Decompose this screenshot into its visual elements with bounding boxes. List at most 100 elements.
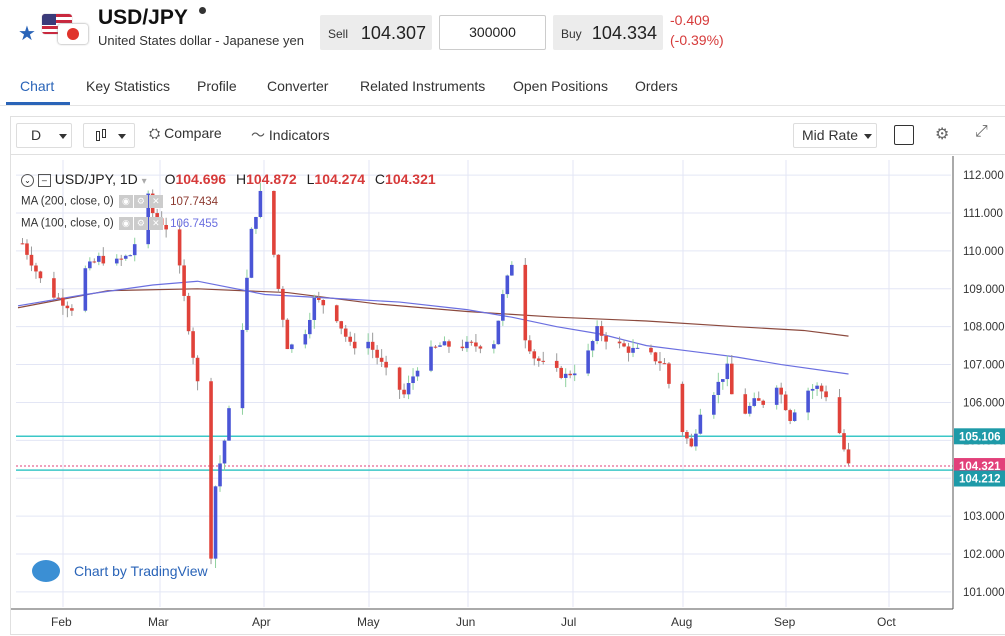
interval-select[interactable]: D — [16, 123, 72, 148]
tab-chart[interactable]: Chart — [20, 78, 55, 94]
ma200-legend: MA (200, close, 0) ◉ ⚙ ✕ 107.7434 — [21, 195, 218, 208]
lower-level-tag-bg — [954, 470, 1005, 487]
candle-down — [568, 373, 572, 376]
tab-related-instruments[interactable]: Related Instruments — [360, 78, 486, 94]
expand-icon[interactable]: ⤢ — [975, 123, 988, 140]
tab-open-positions[interactable]: Open Positions — [513, 78, 608, 94]
candle-down — [761, 400, 766, 405]
candle-down — [837, 397, 842, 434]
candle-down — [729, 363, 734, 395]
close-value: 104.321 — [385, 171, 436, 187]
candle-up — [747, 405, 752, 414]
hide-icon[interactable]: – — [37, 173, 51, 187]
current-price-tag-bg — [954, 458, 1005, 475]
tab-orders[interactable]: Orders — [635, 78, 678, 94]
cloud-icon — [32, 560, 60, 582]
candle-up — [505, 275, 510, 295]
price-chart[interactable]: 112.000 111.000 110.000 109.000 108.000 107.0… — [11, 156, 1005, 636]
chart-type-select[interactable] — [83, 123, 135, 148]
buy-button[interactable]: Buy 104.334 — [553, 15, 663, 50]
moving-averages — [17, 280, 849, 375]
candle-down — [186, 295, 191, 332]
open-label: O — [164, 171, 176, 187]
candle-down — [29, 254, 34, 266]
open-value: 104.696 — [175, 171, 227, 187]
candle-up — [213, 486, 218, 559]
candle-up — [792, 412, 797, 421]
tab-converter[interactable]: Converter — [267, 78, 329, 94]
candle-down — [756, 398, 761, 401]
tab-profile[interactable]: Profile — [197, 78, 237, 94]
candle-up — [88, 261, 92, 269]
collapse-icon[interactable]: ⌄ — [21, 173, 34, 187]
candle-down — [536, 358, 541, 361]
candle-down — [182, 265, 186, 296]
candle-up — [712, 394, 716, 415]
eye-icon[interactable]: ◉ — [118, 217, 133, 230]
chart-widget: D ⛭ Compare 〜 Indicators Mid Rate ⚙ ⤢ 11… — [10, 116, 1005, 635]
candle-down — [164, 224, 168, 230]
compare-button[interactable]: ⛭ Compare — [149, 125, 222, 142]
candle-up — [725, 363, 730, 380]
y-tick-label: 111.000 — [963, 208, 1003, 220]
candle-down — [653, 352, 658, 362]
candle-up — [132, 244, 137, 256]
candle-up — [631, 347, 635, 353]
sell-button[interactable]: Sell 104.307 — [320, 15, 432, 50]
candle-down — [272, 190, 276, 255]
close-icon[interactable]: ✕ — [148, 217, 163, 230]
candle-up — [312, 297, 317, 320]
candle-up — [411, 376, 415, 384]
candle-down — [343, 328, 348, 337]
candle-down — [321, 300, 326, 306]
low-value: 104.274 — [314, 171, 366, 187]
candle-down — [101, 255, 106, 264]
candle-up — [218, 463, 222, 487]
x-tick-label: May — [357, 615, 380, 629]
sell-label: Sell — [328, 27, 349, 41]
candle-up — [415, 370, 420, 377]
candle-down — [402, 389, 406, 395]
tab-key-statistics[interactable]: Key Statistics — [86, 78, 171, 94]
candle-up — [222, 440, 227, 464]
settings-gear-icon[interactable]: ⚙ — [935, 126, 950, 143]
eye-icon[interactable]: ◉ — [118, 195, 133, 208]
candle-down — [617, 341, 622, 344]
high-label: H — [235, 171, 247, 187]
sell-price: 104.307 — [360, 23, 426, 43]
interval-value: D — [31, 127, 42, 143]
price-change-percent: (-0.39%) — [670, 32, 724, 48]
dropdown-icon[interactable]: ▾ — [141, 176, 147, 187]
candle-down — [92, 261, 97, 263]
ma200-line — [17, 288, 849, 337]
candle-up — [254, 216, 258, 229]
candle-down — [70, 308, 74, 311]
x-tick-label: Jun — [456, 615, 475, 629]
gear-icon[interactable]: ⚙ — [133, 195, 148, 208]
tab-bar: Chart Key Statistics Profile Converter R… — [0, 68, 1005, 106]
candle-down — [604, 335, 608, 342]
candle-up — [774, 387, 779, 405]
gear-icon[interactable]: ⚙ — [133, 217, 148, 230]
close-icon[interactable]: ✕ — [148, 195, 163, 208]
candle-up — [806, 390, 810, 413]
x-tick-label: Apr — [252, 615, 271, 629]
candle-down — [20, 243, 25, 245]
candle-down — [25, 243, 29, 255]
star-icon[interactable]: ★ — [18, 23, 36, 45]
candle-up — [501, 294, 505, 321]
ma200-value: 107.7434 — [170, 195, 219, 208]
candle-down — [370, 341, 375, 350]
quantity-input[interactable]: 300000 — [439, 15, 546, 50]
candle-down — [285, 319, 290, 350]
fullscreen-toggle-checkbox[interactable] — [894, 125, 914, 145]
candle-up — [694, 433, 698, 447]
indicators-button[interactable]: 〜 Indicators — [251, 125, 330, 145]
ma100-label: MA (100, close, 0) — [21, 217, 114, 230]
candle-down — [38, 271, 43, 279]
candlestick-series — [20, 182, 851, 569]
candle-down — [626, 346, 631, 353]
y-tick-label: 103.000 — [963, 511, 1005, 523]
candle-down — [779, 387, 783, 395]
price-type-select[interactable]: Mid Rate — [793, 123, 877, 148]
